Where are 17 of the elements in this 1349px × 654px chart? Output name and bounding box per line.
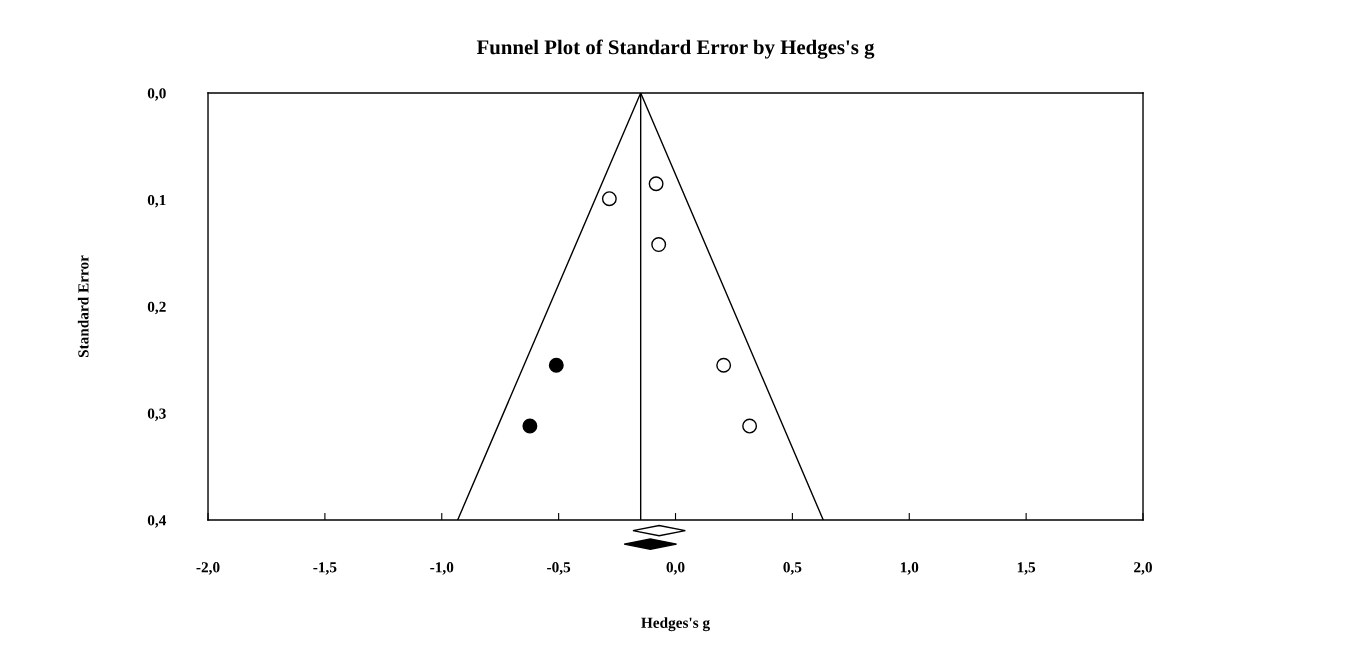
y-tick-label: 0,3 [147, 408, 166, 421]
y-tick-label: 0,4 [147, 515, 167, 528]
x-tick-label: -1,0 [430, 562, 454, 575]
x-axis-title: Hedges's g [641, 617, 710, 632]
x-tick-label: -0,5 [547, 562, 571, 575]
x-tick-label: 1,5 [1017, 562, 1036, 575]
y-tick-label: 0,0 [147, 88, 166, 101]
y-tick-label: 0,2 [147, 301, 166, 315]
x-tick-label: -2,0 [196, 562, 220, 575]
x-tick-label: -1,5 [313, 562, 337, 575]
chart-title: Funnel Plot of Standard Error by Hedges's g [476, 39, 875, 59]
x-tick-label: 0,5 [783, 562, 802, 575]
y-axis-title: Standard Error [77, 255, 89, 358]
x-tick-label: 0,0 [666, 562, 685, 575]
x-tick-label: 2,0 [1134, 562, 1152, 575]
x-tick-label: 1,0 [900, 562, 919, 575]
y-tick-label: 0,1 [147, 194, 166, 208]
